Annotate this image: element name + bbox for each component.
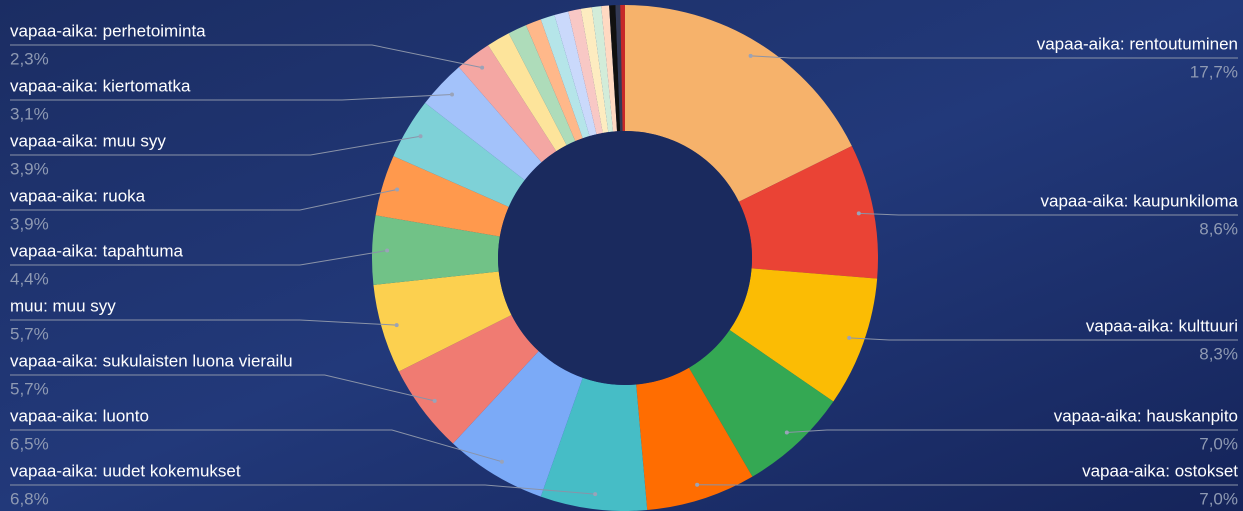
slice-label: vapaa-aika: kaupunkiloma <box>1040 191 1238 210</box>
leader-line <box>10 188 398 211</box>
donut-hole <box>498 131 752 385</box>
slice <box>591 6 614 133</box>
slice-label: vapaa-aika: perhetoiminta <box>10 21 206 40</box>
leader-dot <box>480 65 485 70</box>
slice-value: 7,0% <box>1199 434 1238 453</box>
slice <box>738 145 878 279</box>
slice <box>398 314 539 444</box>
slice-label: muu: muu syy <box>10 296 116 315</box>
slice-label: vapaa-aika: luonto <box>10 406 149 425</box>
slice <box>373 271 512 372</box>
slice-value: 3,9% <box>10 159 49 178</box>
slice <box>620 5 625 132</box>
labels: vapaa-aika: rentoutuminen 17,7% vapaa-aika… <box>10 21 1239 508</box>
slice <box>540 15 590 139</box>
slice <box>615 5 623 132</box>
slice-label: vapaa-aika: tapahtuma <box>10 241 183 260</box>
slice <box>375 156 509 237</box>
slice <box>688 330 834 477</box>
slice-label: vapaa-aika: ostokset <box>1082 461 1238 480</box>
slice <box>425 67 542 181</box>
slice <box>488 33 567 152</box>
slice <box>609 5 621 132</box>
slice <box>580 7 609 133</box>
leader-dot <box>593 492 598 497</box>
leader-line <box>750 55 1238 59</box>
slice <box>625 5 852 202</box>
slice-label: vapaa-aika: ruoka <box>10 186 146 205</box>
leader-line <box>10 135 421 156</box>
leader-line <box>10 94 453 101</box>
slice-value: 6,8% <box>10 489 49 508</box>
slice-value: 8,6% <box>1199 219 1238 238</box>
leader-line <box>10 374 435 402</box>
slice <box>525 19 583 142</box>
leader-dot <box>748 53 753 58</box>
leader-dot <box>395 187 400 192</box>
leader-dot <box>784 430 789 435</box>
slice-label: vapaa-aika: sukulaisten luona vierailu <box>10 351 293 370</box>
slice <box>393 102 525 207</box>
slice-value: 17,7% <box>1190 62 1238 81</box>
leader-dot <box>695 482 700 487</box>
leader-dot <box>856 211 861 216</box>
slice-value: 2,3% <box>10 49 49 68</box>
donut <box>372 5 878 511</box>
slice-value: 3,1% <box>10 104 49 123</box>
slice-value: 5,7% <box>10 379 49 398</box>
slice <box>729 268 878 402</box>
slice <box>452 351 583 497</box>
slice <box>372 215 500 285</box>
slice-label: vapaa-aika: kiertomatka <box>10 76 191 95</box>
slice-value: 5,7% <box>10 324 49 343</box>
leader-dot <box>418 134 423 139</box>
leader-line <box>10 429 503 463</box>
slice-label: vapaa-aika: uudet kokemukset <box>10 461 241 480</box>
leader-line <box>10 250 388 266</box>
slice <box>508 25 576 146</box>
leader-dot <box>385 248 390 253</box>
slice-value: 7,0% <box>1199 489 1238 508</box>
leader-line <box>849 337 1238 341</box>
slice-value: 3,9% <box>10 214 49 233</box>
slice-label: vapaa-aika: kulttuuri <box>1086 316 1238 335</box>
leader-line <box>786 429 1238 434</box>
slice-value: 8,3% <box>1199 344 1238 363</box>
leader-dot <box>394 323 399 328</box>
leader-line <box>10 44 483 69</box>
slice <box>554 11 597 137</box>
leader-line <box>10 319 397 326</box>
slice-label: vapaa-aika: rentoutuminen <box>1037 34 1238 53</box>
leader-dot <box>847 335 852 340</box>
slice <box>636 367 753 511</box>
leader-dot <box>450 92 455 97</box>
leader-dot <box>499 459 504 464</box>
slice <box>458 45 557 163</box>
leader-line <box>10 484 596 495</box>
leader-dot <box>432 398 437 403</box>
slice-label: vapaa-aika: muu syy <box>10 131 166 150</box>
slice-value: 4,4% <box>10 269 49 288</box>
leader-line <box>858 212 1238 216</box>
slice <box>601 5 618 132</box>
slice-label: vapaa-aika: hauskanpito <box>1054 406 1238 425</box>
slice <box>540 377 648 511</box>
slice <box>568 8 603 135</box>
slice-value: 6,5% <box>10 434 49 453</box>
